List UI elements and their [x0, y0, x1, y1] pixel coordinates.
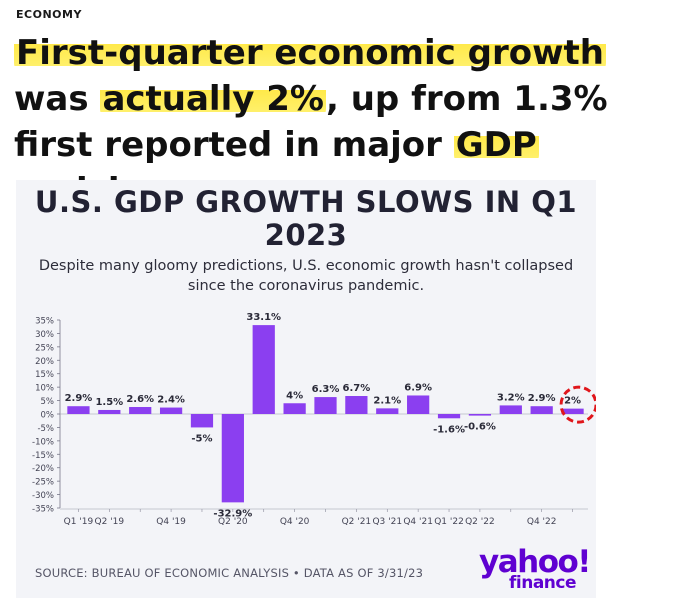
bar: [159, 407, 183, 414]
bar: [530, 406, 553, 414]
data-label: -0.6%: [464, 422, 496, 433]
y-tick-label: -20%: [32, 464, 54, 474]
data-label: 6.3%: [312, 384, 340, 395]
data-label: 1.5%: [95, 397, 123, 408]
highlight-circle: [559, 385, 596, 424]
y-tick-label: -15%: [32, 451, 54, 461]
data-label: 2.9%: [528, 393, 556, 404]
y-tick-label: -35%: [32, 505, 54, 515]
y-tick-label: 30%: [35, 330, 54, 340]
data-label: 4%: [286, 390, 303, 401]
bar: [407, 395, 430, 414]
bar: [499, 405, 522, 414]
bar: [98, 409, 121, 414]
data-label: 33.1%: [246, 312, 281, 323]
gdp-bar-chart: 35% 30% 25% 20% 15% 10% 5% 0% -5% -10% -15% -20% -25…: [32, 312, 596, 527]
headline-text: was: [14, 79, 101, 119]
article-headline: First-quarter economic growth was actual…: [14, 30, 684, 214]
data-label: 2.4%: [157, 395, 185, 406]
x-tick-label: Q4 '21: [403, 517, 433, 527]
data-label: 2%: [564, 396, 581, 407]
chart-subtitle: Despite many gloomy predictions, U.S. ec…: [38, 258, 574, 294]
bar: [221, 414, 244, 503]
headline-highlight: GDP: [453, 125, 539, 165]
bar: [283, 403, 306, 414]
y-tick-label: -5%: [37, 424, 54, 434]
logo-sub-text: finance: [509, 573, 577, 593]
data-label: -32.9%: [213, 508, 252, 519]
data-label: 6.9%: [404, 382, 432, 393]
bar: [561, 408, 584, 414]
x-tick-label: Q4 '22: [527, 517, 557, 527]
x-tick-label: Q3 '21: [372, 517, 402, 527]
x-tick-label: Q1 '19: [64, 517, 94, 527]
x-tick-label: Q4 '20: [280, 517, 310, 527]
y-tick-label: 25%: [35, 343, 54, 353]
bar: [67, 406, 90, 414]
x-tick-label: Q2 '20: [218, 517, 248, 527]
data-label: 3.2%: [497, 392, 525, 403]
y-tick-label: -10%: [32, 437, 54, 447]
bar: [437, 414, 461, 419]
x-tick-label: Q2 '21: [342, 517, 372, 527]
bar: [252, 325, 275, 414]
headline-text: , up from 1.3% first reported in major: [14, 79, 608, 165]
chart-title: U.S. GDP GROWTH SLOWS IN Q1 2023: [34, 185, 578, 252]
x-tick-label: Q4 '19: [156, 517, 186, 527]
y-tick-label: 0%: [41, 411, 55, 421]
headline-highlight: First-quarter economic growth: [14, 33, 606, 73]
data-label: 2.6%: [126, 394, 154, 405]
data-label: -5%: [191, 433, 212, 444]
bar: [376, 408, 399, 414]
y-tick-label: 20%: [35, 357, 54, 367]
bar: [314, 397, 337, 414]
data-label: -1.6%: [433, 424, 465, 435]
y-tick-label: 35%: [35, 317, 54, 327]
data-label: 2.9%: [65, 393, 93, 404]
y-tick-label: 10%: [35, 384, 54, 394]
data-label: 2.1%: [373, 395, 401, 406]
x-tick-label: Q1 '22: [434, 517, 464, 527]
bar: [345, 396, 368, 414]
bar: [468, 414, 492, 416]
logo-main-text: yahoo!: [479, 544, 591, 580]
section-label[interactable]: ECONOMY: [16, 8, 82, 21]
y-tick-label: 5%: [41, 397, 55, 407]
chart-card: U.S. GDP GROWTH SLOWS IN Q1 2023 Despite…: [16, 180, 596, 598]
y-tick-label: -25%: [32, 478, 54, 488]
headline-highlight: actually 2%: [100, 79, 326, 119]
y-tick-label: -30%: [32, 491, 54, 501]
yahoo-finance-logo[interactable]: yahoo! finance: [479, 546, 591, 592]
data-label: 6.7%: [343, 383, 371, 394]
x-tick-label: Q2 '22: [465, 517, 495, 527]
y-tick-label: 15%: [35, 370, 54, 380]
bar: [190, 414, 214, 428]
chart-source: SOURCE: BUREAU OF ECONOMIC ANALYSIS • DA…: [35, 566, 424, 580]
x-tick-label: Q2 '19: [95, 517, 125, 527]
bar: [129, 407, 152, 414]
